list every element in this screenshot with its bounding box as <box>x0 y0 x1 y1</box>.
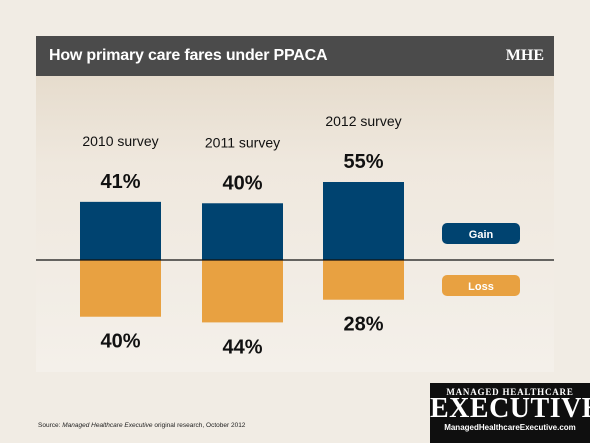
brand-mark: MHE <box>505 47 544 64</box>
gain-value-label: 41% <box>100 171 140 193</box>
legend-loss-swatch <box>442 275 520 296</box>
loss-bar <box>80 260 161 317</box>
gain-bar <box>202 203 283 260</box>
category-label: 2010 survey <box>82 133 158 149</box>
legend-gain-swatch <box>442 223 520 244</box>
category-label: 2011 survey <box>205 134 280 150</box>
logo-line2: EXECUTIVE <box>430 393 590 424</box>
chart-header: How primary care fares under PPACA MHE <box>36 36 554 76</box>
gain-value-label: 40% <box>222 172 262 194</box>
loss-value-label: 40% <box>100 331 140 353</box>
loss-value-label: 28% <box>343 314 383 336</box>
publication-logo: MANAGED HEALTHCARE EXECUTIVE ManagedHeal… <box>430 383 590 443</box>
logo-url: ManagedHealthcareExecutive.com <box>444 423 576 432</box>
category-label: 2012 survey <box>325 113 401 129</box>
loss-value-label: 44% <box>222 336 262 358</box>
chart-title: How primary care fares under PPACA <box>49 47 328 64</box>
gain-bar <box>80 201 161 260</box>
source-note: Source: Managed Healthcare Executive ori… <box>38 422 246 429</box>
loss-bar <box>202 260 283 323</box>
loss-bar <box>323 260 404 300</box>
gain-value-label: 55% <box>343 151 383 173</box>
source-publication: Managed Healthcare Executive <box>62 422 153 429</box>
logo-line1: MANAGED HEALTHCARE <box>446 387 574 397</box>
chart-svg: 2010 survey 41% 40% 2011 survey 40% 44% 2012 s… <box>36 113 554 358</box>
legend-gain-label: Gain <box>469 229 494 241</box>
legend-loss-label: Loss <box>468 281 494 293</box>
gain-bar <box>323 182 404 260</box>
chart-panel: 2010 survey 41% 40% 2011 survey 40% 44% 2012 s… <box>36 76 554 372</box>
